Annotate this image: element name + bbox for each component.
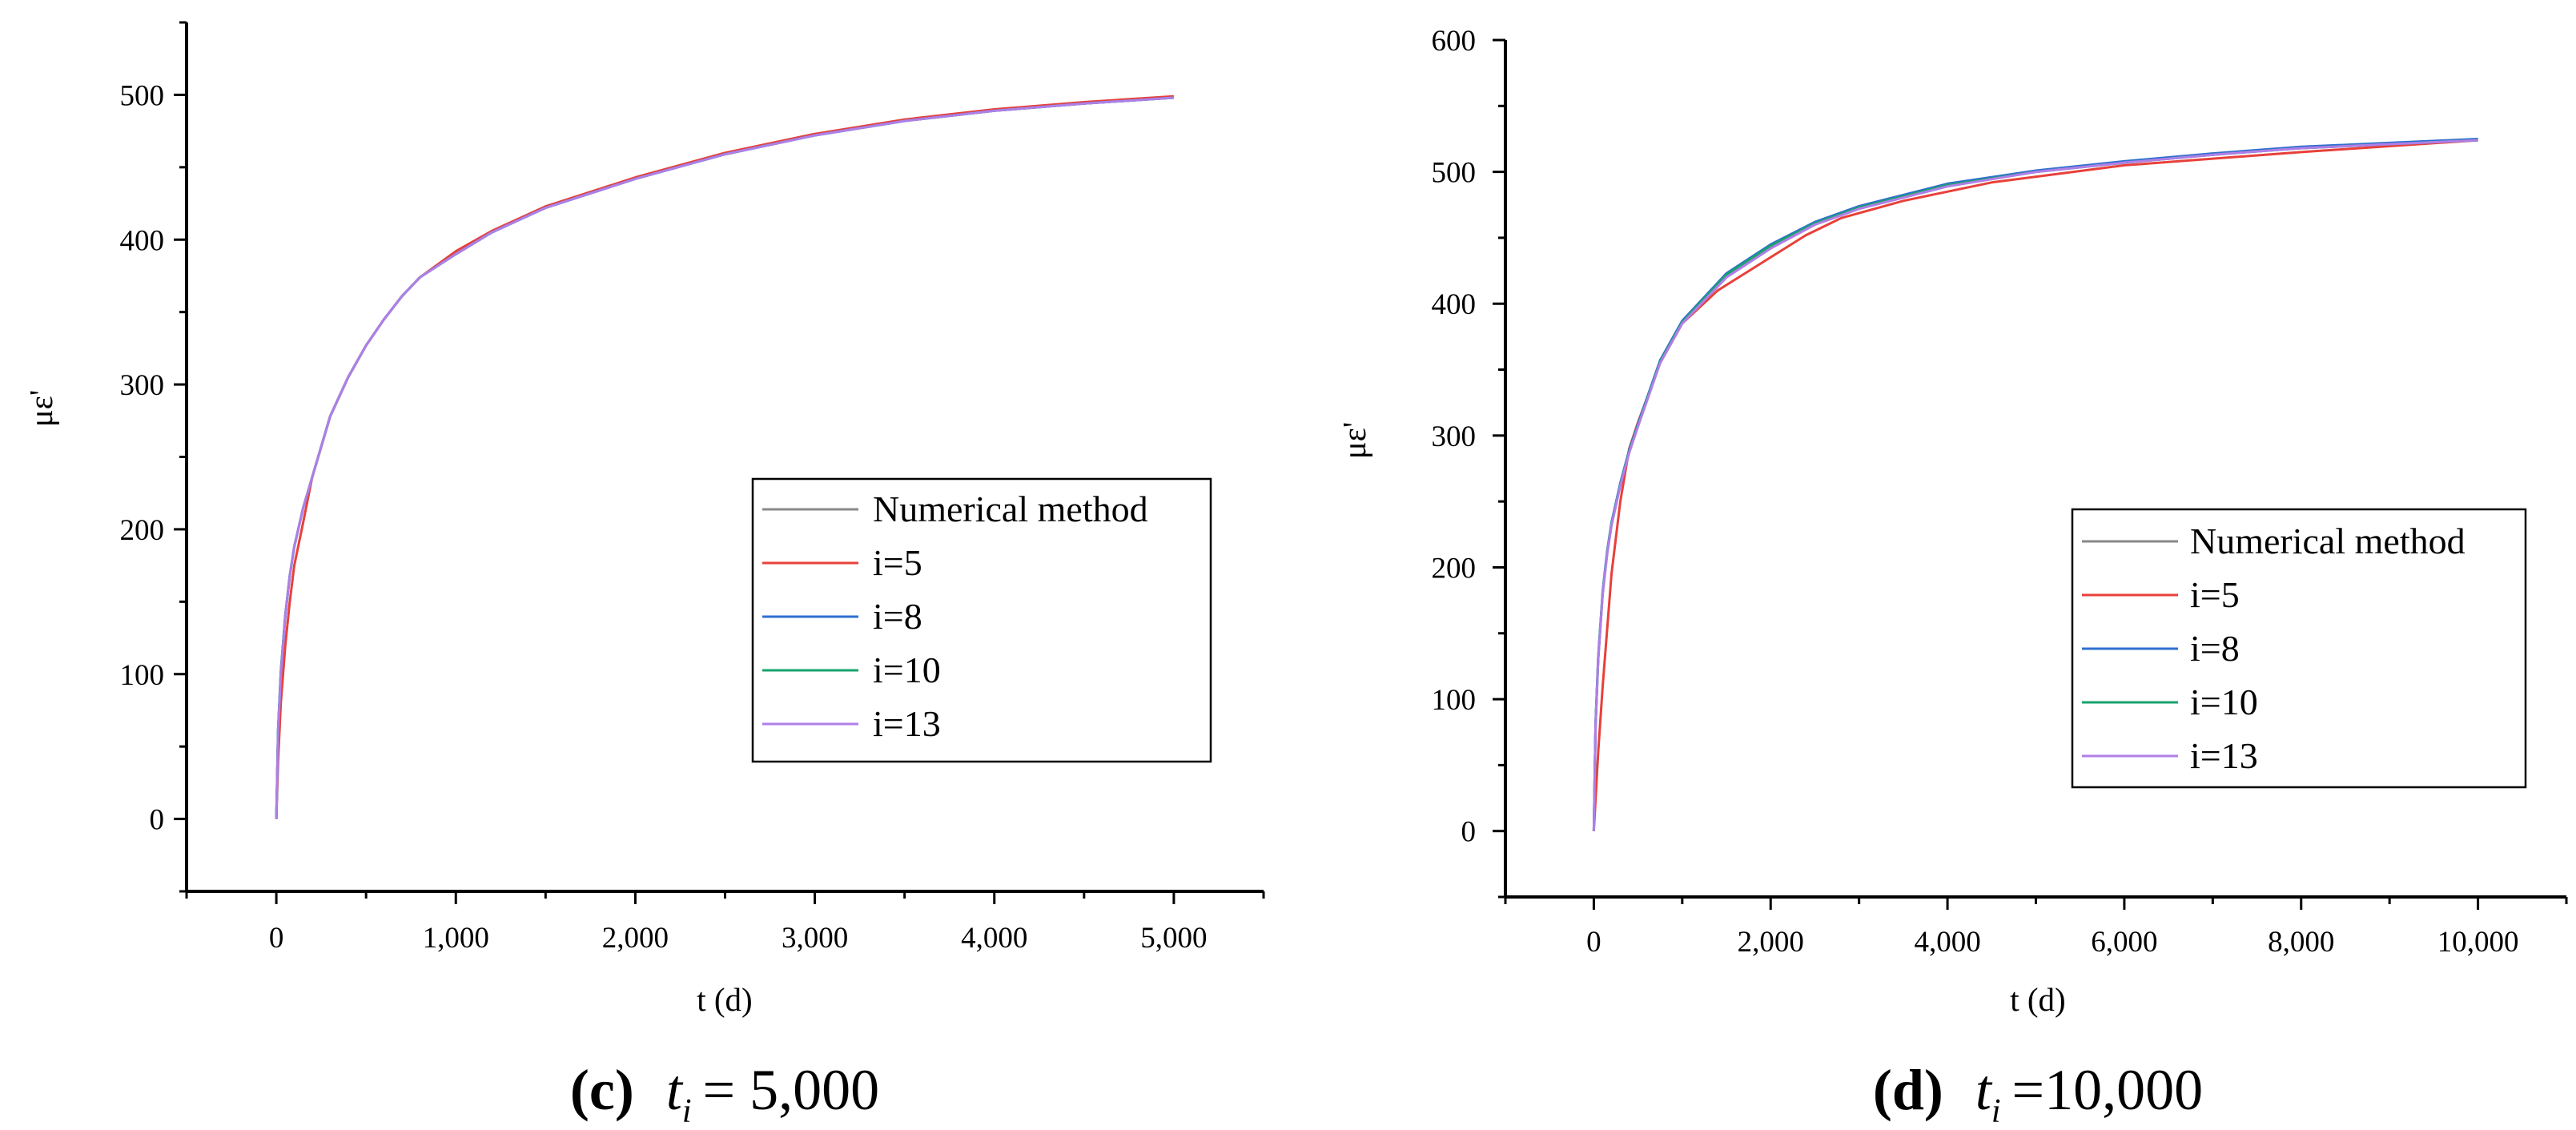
y-axis-title: με' [1336, 422, 1372, 460]
legend-label: Numerical method [2190, 521, 2465, 561]
series-line [1592, 139, 2478, 831]
legend: Numerical method i=5 i=8 i=10 i=13 [751, 477, 1212, 763]
y-tick-label: 500 [120, 79, 165, 112]
legend-label: i=13 [873, 703, 941, 744]
legend-label: i=13 [2190, 735, 2258, 776]
caption-label: (d) [1873, 1058, 1943, 1122]
legend-label: i=5 [873, 542, 922, 583]
series-line [275, 96, 1174, 819]
x-tick-label: 3,000 [782, 922, 848, 955]
legend-label: i=10 [2190, 682, 2258, 722]
y-axis-title: με' [22, 390, 59, 428]
y-tick-label: 100 [120, 659, 165, 692]
caption-value: = 5,000 [703, 1058, 880, 1122]
y-tick-label: 200 [1432, 552, 1477, 585]
x-tick-label: 4,000 [1914, 926, 1980, 959]
x-tick-label: 2,000 [602, 922, 669, 955]
y-tick-label: 300 [1432, 420, 1477, 453]
x-tick-label: 2,000 [1738, 926, 1804, 959]
legend: Numerical method i=5 i=8 i=10 i=13 [2071, 508, 2527, 789]
panel-caption: (d) ti =10,000 [1873, 1058, 2203, 1130]
y-tick-label: 200 [120, 514, 165, 547]
y-tick-label: 0 [150, 804, 165, 837]
caption-subscript: i [682, 1093, 692, 1130]
y-tick-label: 100 [1432, 684, 1477, 717]
caption-subscript: i [1991, 1093, 2001, 1130]
y-tick-label: 400 [1432, 288, 1477, 321]
chart-panel-d: 0 2,000 4,000 6,000 8,000 10,000 0 100 200 300 400… [1336, 25, 2568, 1130]
y-tick-label: 400 [120, 224, 165, 257]
legend-label: i=8 [873, 596, 922, 637]
x-axis-title: t (d) [697, 981, 752, 1018]
x-tick-label: 1,000 [423, 922, 489, 955]
x-tick-label: 6,000 [2091, 926, 2157, 959]
legend-label: i=10 [873, 649, 941, 690]
x-tick-label: 5,000 [1140, 922, 1207, 955]
x-tick-label: 0 [1586, 926, 1601, 959]
y-tick-label: 600 [1432, 25, 1477, 58]
caption-value: =10,000 [2012, 1058, 2204, 1122]
x-tick-label: 10,000 [2437, 926, 2519, 959]
caption-var: t [666, 1058, 684, 1122]
x-axis-title: t (d) [2010, 981, 2065, 1018]
legend-label: i=5 [2190, 574, 2240, 615]
caption-var: t [1975, 1058, 1993, 1122]
legend-label: i=8 [2190, 628, 2240, 669]
y-tick-label: 300 [120, 369, 165, 402]
chart-panel-c: 0 1,000 2,000 3,000 4,000 5,000 0 100 200 300 400 5… [22, 21, 1265, 1130]
y-tick-label: 500 [1432, 157, 1477, 190]
y-tick-label: 0 [1461, 816, 1477, 849]
legend-label: Numerical method [873, 489, 1148, 529]
panel-caption: (c) ti = 5,000 [570, 1058, 879, 1130]
legend-box [751, 477, 1212, 763]
x-tick-label: 0 [269, 922, 284, 955]
x-tick-label: 4,000 [961, 922, 1027, 955]
caption-label: (c) [570, 1058, 634, 1122]
x-tick-label: 8,000 [2268, 926, 2334, 959]
